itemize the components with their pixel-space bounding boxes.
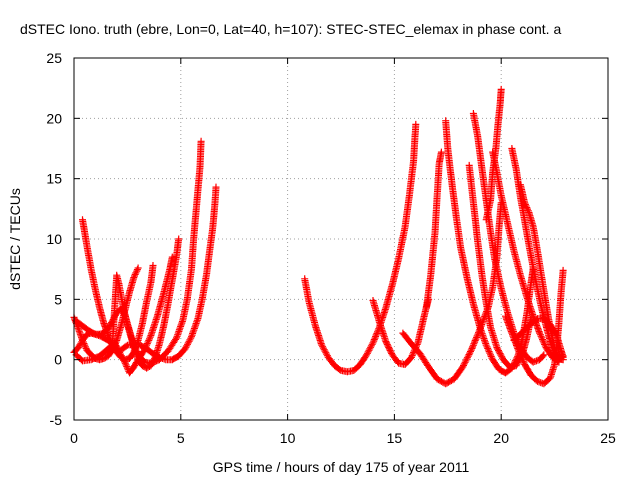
data-point (399, 199, 505, 388)
series-7 (301, 120, 420, 376)
data-point (422, 148, 445, 312)
x-axis-label: GPS time / hours of day 175 of year 2011 (213, 459, 470, 475)
series-12 (465, 161, 535, 371)
series-9 (399, 199, 505, 388)
data-point (510, 315, 567, 361)
data-series (70, 85, 567, 388)
x-tick-label: 0 (70, 430, 78, 446)
data-point (465, 161, 535, 371)
tick-labels: 0 5 10 15 20 25 -5 0 5 10 15 20 25 (46, 50, 616, 446)
series-5 (72, 137, 205, 367)
axis-ticks (73, 57, 609, 421)
y-tick-label: 5 (54, 291, 62, 307)
chart-title: dSTEC Iono. truth (ebre, Lon=0, Lat=40, … (20, 21, 561, 37)
y-tick-label: 25 (46, 50, 62, 66)
y-tick-label: 0 (54, 352, 62, 368)
data-point (301, 120, 420, 376)
series-10 (422, 148, 445, 312)
y-tick-label: 10 (46, 231, 62, 247)
series-19 (510, 315, 567, 361)
y-tick-label: 15 (46, 171, 62, 187)
x-tick-label: 5 (177, 430, 185, 446)
x-tick-label: 15 (387, 430, 403, 446)
x-tick-label: 10 (280, 430, 296, 446)
y-tick-label: -5 (50, 412, 63, 428)
data-point (117, 183, 220, 364)
y-axis-label: dSTEC / TECUs (7, 188, 23, 290)
x-tick-label: 20 (493, 430, 509, 446)
series-6 (117, 183, 220, 364)
data-point (369, 295, 433, 368)
series-8 (369, 295, 433, 368)
x-tick-label: 25 (600, 430, 616, 446)
data-point (72, 137, 205, 367)
y-tick-label: 20 (46, 110, 62, 126)
